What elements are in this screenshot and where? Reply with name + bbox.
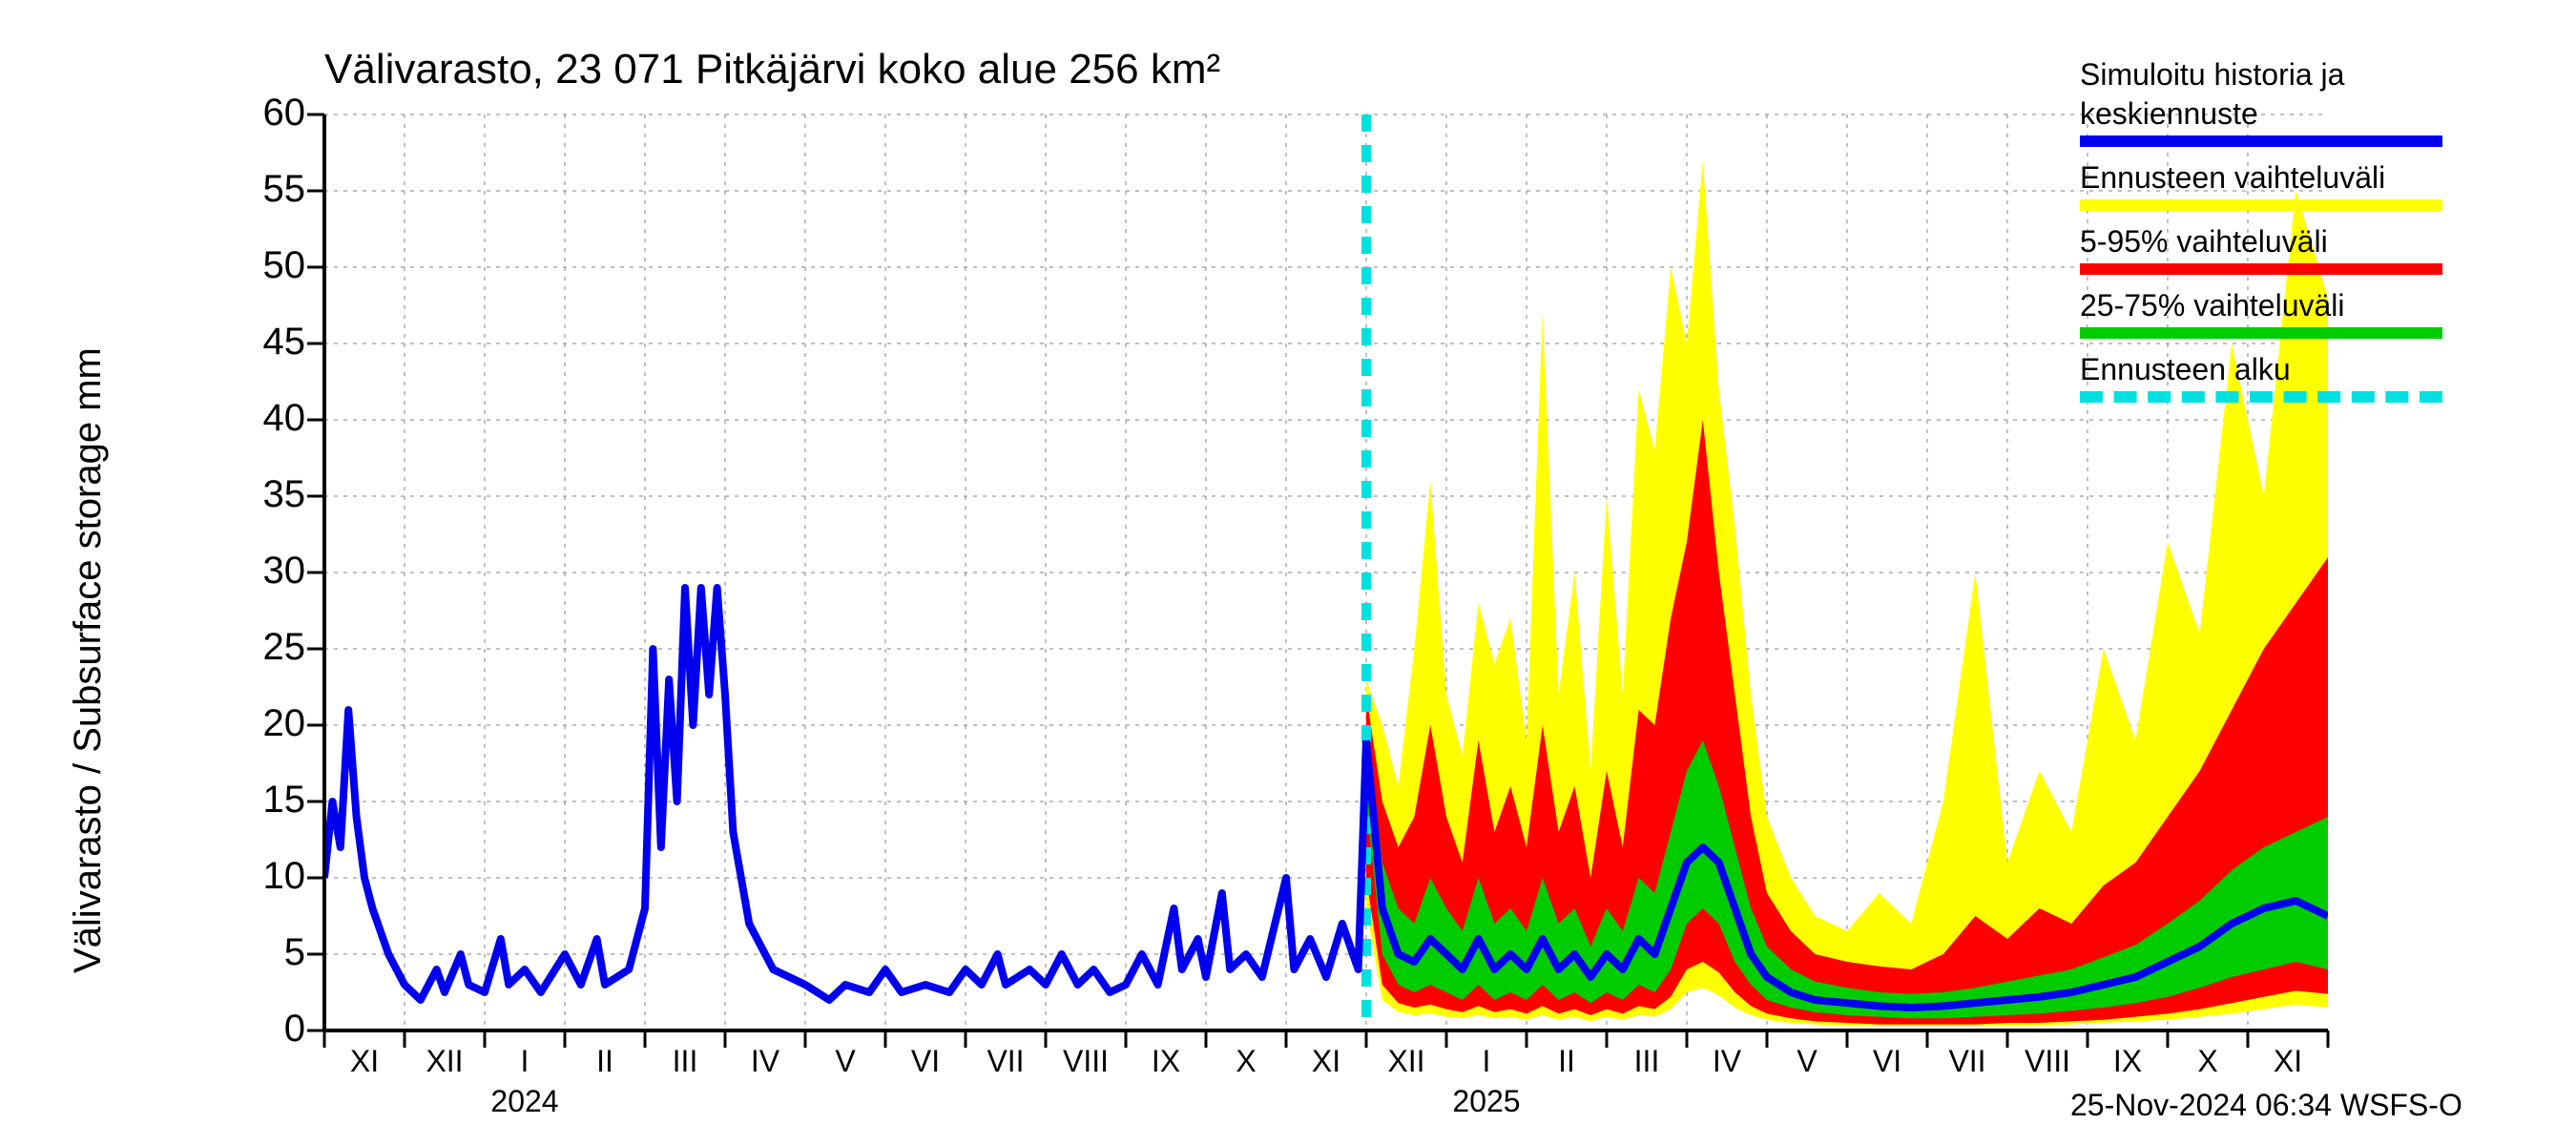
- y-tick: 10: [239, 855, 305, 898]
- y-tick: 35: [239, 473, 305, 516]
- legend-swatch: [2080, 199, 2442, 211]
- y-tick: 55: [239, 168, 305, 211]
- year-label: 2024: [477, 1084, 572, 1119]
- legend-swatch: [2080, 327, 2442, 339]
- chart-container: Välivarasto, 23 071 Pitkäjärvi koko alue…: [0, 0, 2576, 1145]
- legend-text: 25-75% vaihteluväli: [2080, 288, 2442, 323]
- legend-text: Ennusteen alku: [2080, 352, 2442, 387]
- y-tick: 20: [239, 702, 305, 745]
- y-tick: 25: [239, 626, 305, 669]
- legend-swatch: [2080, 391, 2442, 403]
- year-label: 2025: [1439, 1084, 1534, 1119]
- y-tick: 40: [239, 397, 305, 440]
- chart-title: Välivarasto, 23 071 Pitkäjärvi koko alue…: [324, 46, 1220, 94]
- y-tick: 5: [239, 931, 305, 974]
- y-tick: 0: [239, 1008, 305, 1051]
- y-axis-label: Välivarasto / Subsurface storage mm: [67, 347, 110, 973]
- y-tick: 60: [239, 92, 305, 135]
- footer-timestamp: 25-Nov-2024 06:34 WSFS-O: [2070, 1088, 2462, 1123]
- legend-text: keskiennuste: [2080, 96, 2442, 132]
- y-tick: 30: [239, 550, 305, 593]
- y-tick: 15: [239, 779, 305, 822]
- plot-area: [322, 113, 2349, 1051]
- legend-text: Simuloitu historia ja: [2080, 57, 2442, 93]
- y-tick: 45: [239, 321, 305, 364]
- legend: Simuloitu historia jakeskiennuste Ennuste…: [2080, 57, 2442, 416]
- legend-text: Ennusteen vaihteluväli: [2080, 160, 2442, 196]
- y-tick: 50: [239, 244, 305, 287]
- legend-swatch: [2080, 263, 2442, 275]
- legend-text: 5-95% vaihteluväli: [2080, 224, 2442, 260]
- history-line: [324, 588, 1366, 1000]
- legend-swatch: [2080, 135, 2442, 147]
